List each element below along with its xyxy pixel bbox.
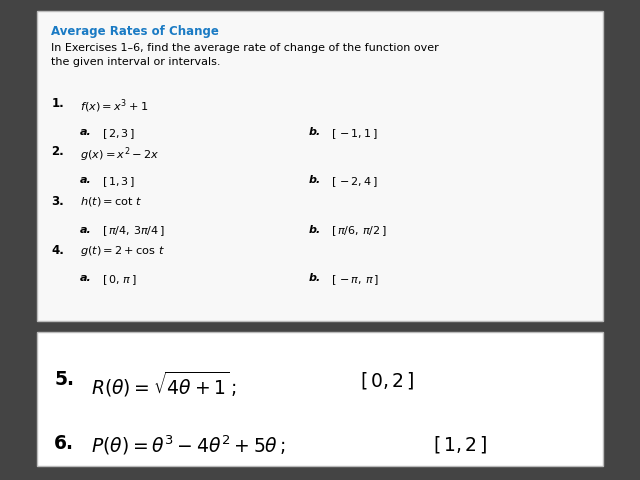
Text: $[\,\pi/4,\,3\pi/4\,]$: $[\,\pi/4,\,3\pi/4\,]$ [102,225,165,239]
Text: a.: a. [79,175,92,185]
Text: b.: b. [308,175,321,185]
Text: In Exercises 1–6, find the average rate of change of the function over
the given: In Exercises 1–6, find the average rate … [51,43,439,67]
FancyBboxPatch shape [37,332,603,466]
Text: b.: b. [308,225,321,235]
Text: 2.: 2. [51,145,64,158]
Text: $[\,-\pi,\,\pi\,]$: $[\,-\pi,\,\pi\,]$ [332,273,380,287]
Text: $[\,\pi/6,\,\pi/2\,]$: $[\,\pi/6,\,\pi/2\,]$ [332,225,387,239]
Text: $h(t) = \cot\,t$: $h(t) = \cot\,t$ [79,195,142,208]
Text: $R(\theta) = \sqrt{4\theta + 1}\,;$: $R(\theta) = \sqrt{4\theta + 1}\,;$ [91,370,237,399]
Text: $f(x) = x^3 + 1$: $f(x) = x^3 + 1$ [79,97,148,115]
Text: $P(\theta) = \theta^3 - 4\theta^2 + 5\theta\,;$: $P(\theta) = \theta^3 - 4\theta^2 + 5\th… [91,433,285,457]
FancyBboxPatch shape [37,11,603,321]
Text: $g(t) = 2 + \cos\,t$: $g(t) = 2 + \cos\,t$ [79,244,165,258]
Text: a.: a. [79,127,92,137]
Text: a.: a. [79,225,92,235]
Text: b.: b. [308,273,321,283]
Text: b.: b. [308,127,321,137]
Text: 6.: 6. [54,433,74,453]
Text: $g(x) = x^2 - 2x$: $g(x) = x^2 - 2x$ [79,145,159,164]
Text: 4.: 4. [51,244,64,257]
Text: $[\,2, 3\,]$: $[\,2, 3\,]$ [102,127,136,141]
Text: a.: a. [79,273,92,283]
Text: $[\,-1, 1\,]$: $[\,-1, 1\,]$ [332,127,378,141]
Text: Average Rates of Change: Average Rates of Change [51,24,219,37]
Text: $[\,0, 2\,]$: $[\,0, 2\,]$ [360,370,414,391]
Text: $[\,0,\,\pi\,]$: $[\,0,\,\pi\,]$ [102,273,137,287]
Text: $[\,1, 3\,]$: $[\,1, 3\,]$ [102,175,136,189]
Text: $[\,1, 2\,]$: $[\,1, 2\,]$ [433,433,488,455]
Text: $[\,-2, 4\,]$: $[\,-2, 4\,]$ [332,175,378,189]
Text: 3.: 3. [51,195,64,208]
Text: 1.: 1. [51,97,64,110]
Text: 5.: 5. [54,370,74,388]
